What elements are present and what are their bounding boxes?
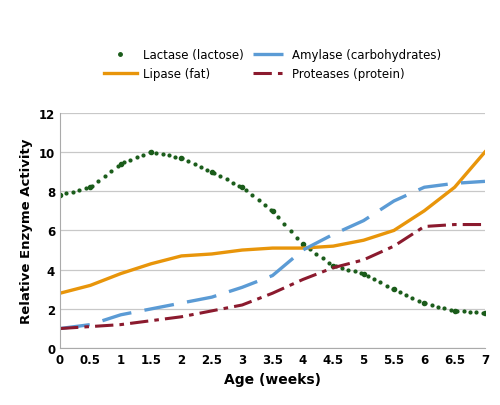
Y-axis label: Relative Enzyme Activity: Relative Enzyme Activity xyxy=(20,139,34,323)
Legend: Lactase (lactose), Lipase (fat), Amylase (carbohydrates), Proteases (protein): Lactase (lactose), Lipase (fat), Amylase… xyxy=(104,49,441,81)
X-axis label: Age (weeks): Age (weeks) xyxy=(224,372,321,386)
